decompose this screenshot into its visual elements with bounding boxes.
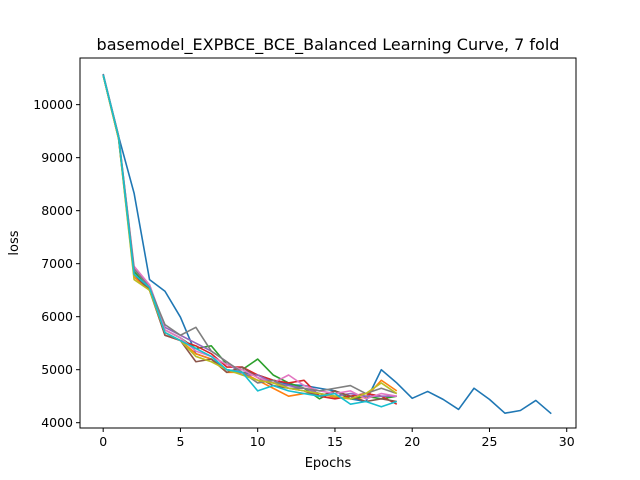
x-tick-label: 25 <box>482 434 498 449</box>
series-line-5 <box>102 75 397 403</box>
x-tick-label: 10 <box>250 434 266 449</box>
y-tick-label: 4000 <box>41 415 73 430</box>
y-tick-label: 5000 <box>41 362 73 377</box>
series-line-9 <box>102 74 398 408</box>
plot-frame <box>79 57 577 429</box>
y-tick-label: 8000 <box>41 203 73 218</box>
y-tick-label: 10000 <box>33 97 73 112</box>
series-line-3 <box>102 74 398 405</box>
chart-title: basemodel_EXPBCE_BCE_Balanced Learning C… <box>97 35 560 55</box>
series-line-7 <box>102 74 398 395</box>
series-line-6 <box>102 74 397 400</box>
series-line-1 <box>102 75 398 400</box>
x-axis-ticks: 0 5 10 15 20 25 30 <box>99 428 575 449</box>
y-axis-ticks: 4000 5000 6000 7000 8000 9000 10000 <box>33 97 80 430</box>
plot-lines <box>102 73 552 415</box>
y-tick-label: 9000 <box>41 150 73 165</box>
x-tick-label: 0 <box>99 434 107 449</box>
series-line-2 <box>102 74 397 400</box>
x-tick-label: 20 <box>404 434 420 449</box>
series-line-8 <box>102 75 398 400</box>
y-tick-label: 7000 <box>41 256 73 271</box>
x-tick-label: 5 <box>176 434 184 449</box>
series-line-0 <box>102 73 552 415</box>
y-tick-label: 6000 <box>41 309 73 324</box>
x-axis-label: Epochs <box>305 456 352 471</box>
x-tick-label: 15 <box>327 434 343 449</box>
y-axis-label: loss <box>7 230 22 255</box>
series-line-4 <box>102 74 397 397</box>
x-tick-label: 30 <box>559 434 575 449</box>
